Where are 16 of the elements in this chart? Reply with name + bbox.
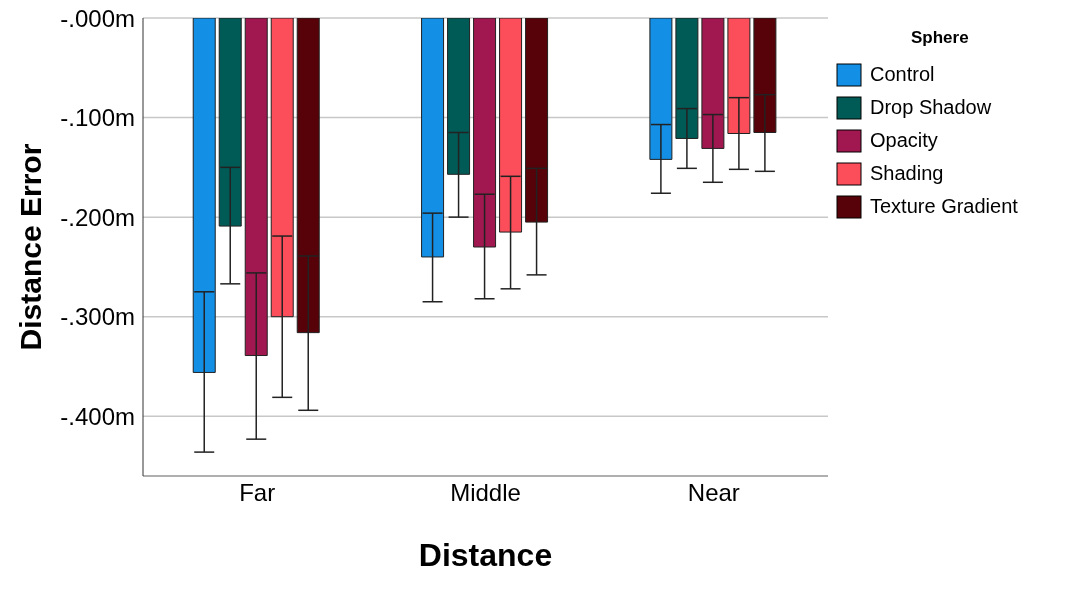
x-tick-label: Near: [687, 479, 740, 507]
y-tick-label: -.300m: [60, 303, 135, 331]
legend-label: Texture Gradient: [870, 195, 1018, 218]
x-tick-label: Middle: [450, 479, 521, 507]
y-tick-label: -.100m: [60, 104, 135, 132]
y-tick-label: -.200m: [60, 203, 135, 231]
legend-title: Sphere: [911, 28, 970, 48]
legend-label: Control: [870, 63, 935, 86]
y-tick-label: -.000m: [60, 4, 135, 32]
x-tick-label: Far: [239, 479, 276, 507]
legend-label: Drop Shadow: [870, 96, 992, 119]
legend-label: Shading: [870, 162, 944, 185]
x-axis-title: Distance: [418, 537, 553, 573]
y-axis-title: Distance Error: [13, 143, 47, 351]
legend-label: Opacity: [870, 129, 938, 152]
y-tick-label: -.400m: [60, 402, 135, 430]
